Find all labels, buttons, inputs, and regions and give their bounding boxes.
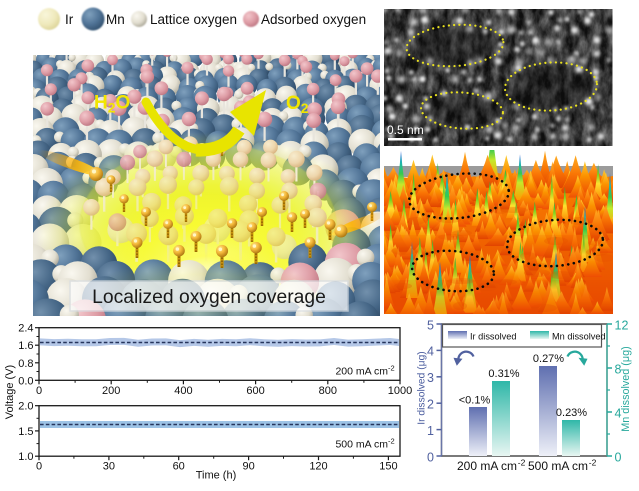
svg-text:0.0: 0.0 [18, 375, 33, 387]
svg-text:400: 400 [174, 385, 192, 397]
svg-text:500 mA cm: 500 mA cm [335, 439, 388, 451]
svg-text:4: 4 [427, 345, 434, 359]
svg-text:0: 0 [615, 450, 622, 464]
svg-text:Mn dissolved: Mn dissolved [552, 332, 606, 342]
svg-text:90: 90 [242, 461, 254, 473]
svg-text:-2: -2 [388, 437, 395, 446]
svg-text:0.31%: 0.31% [488, 368, 519, 380]
svg-text:Ir: Ir [65, 12, 74, 27]
svg-text:Ir dissolved (μg): Ir dissolved (μg) [417, 351, 428, 424]
svg-text:600: 600 [246, 385, 264, 397]
svg-text:-2: -2 [589, 458, 597, 468]
svg-text:1.5: 1.5 [18, 426, 33, 438]
svg-text:3: 3 [427, 371, 434, 385]
svg-text:Localized oxygen coverage: Localized oxygen coverage [92, 287, 326, 308]
svg-text:0: 0 [427, 450, 434, 464]
svg-text:1000: 1000 [388, 385, 412, 397]
svg-text:30: 30 [103, 461, 115, 473]
svg-text:Ir dissolved: Ir dissolved [470, 332, 516, 342]
svg-text:8: 8 [615, 362, 622, 376]
svg-text:Voltage (V): Voltage (V) [4, 365, 16, 419]
svg-text:0: 0 [36, 461, 42, 473]
svg-text:Adsorbed oxygen: Adsorbed oxygen [261, 12, 366, 27]
svg-text:2.4: 2.4 [18, 323, 33, 335]
svg-text:0.23%: 0.23% [556, 407, 587, 419]
svg-text:<0.1%: <0.1% [459, 395, 491, 407]
svg-text:60: 60 [173, 461, 185, 473]
svg-text:Time (h): Time (h) [196, 470, 237, 482]
svg-text:1.0: 1.0 [18, 451, 33, 463]
svg-text:2.0: 2.0 [18, 401, 33, 413]
svg-text:200: 200 [102, 385, 120, 397]
svg-text:1.6: 1.6 [18, 340, 33, 352]
svg-text:12: 12 [615, 318, 629, 332]
svg-text:500 mA cm: 500 mA cm [528, 459, 588, 473]
svg-text:0.27%: 0.27% [533, 353, 564, 365]
svg-text:150: 150 [379, 461, 397, 473]
svg-text:-2: -2 [518, 458, 526, 468]
svg-text:120: 120 [309, 461, 327, 473]
svg-text:4: 4 [615, 406, 622, 420]
svg-text:0: 0 [36, 385, 42, 397]
svg-text:H2O: H2O [94, 93, 130, 116]
svg-text:-2: -2 [388, 364, 395, 373]
svg-text:200 mA cm: 200 mA cm [335, 366, 388, 378]
svg-text:1: 1 [427, 424, 434, 438]
svg-text:0.5 nm: 0.5 nm [387, 123, 424, 137]
svg-text:Lattice oxygen: Lattice oxygen [150, 12, 237, 27]
svg-text:200 mA cm: 200 mA cm [457, 459, 517, 473]
svg-text:0.8: 0.8 [18, 358, 33, 370]
svg-text:Mn dissolved (μg): Mn dissolved (μg) [620, 346, 632, 431]
svg-text:800: 800 [319, 385, 337, 397]
svg-text:2: 2 [427, 398, 434, 412]
svg-text:5: 5 [427, 318, 434, 332]
svg-text:Mn: Mn [106, 12, 125, 27]
